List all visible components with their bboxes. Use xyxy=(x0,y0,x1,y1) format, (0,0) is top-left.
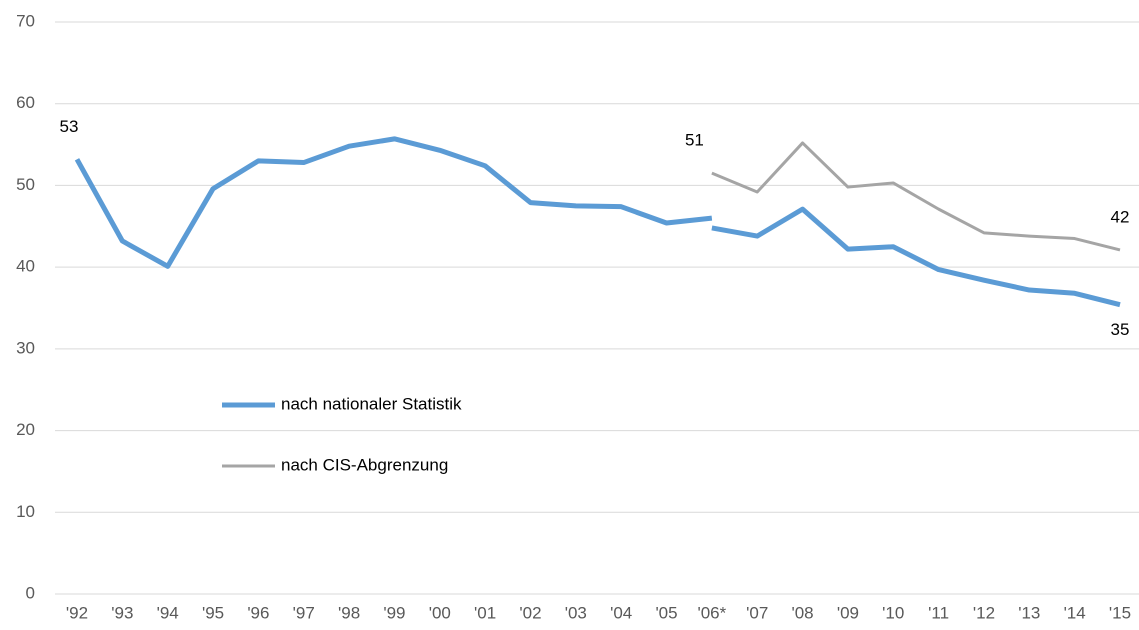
x-tick-label: '02 xyxy=(519,603,541,622)
y-tick-label: 20 xyxy=(16,420,35,439)
value-label: 35 xyxy=(1111,320,1130,339)
series-line xyxy=(74,136,713,269)
x-tick-label: '15 xyxy=(1109,603,1131,622)
x-tick-label: '11 xyxy=(928,603,949,622)
x-tick-label: '99 xyxy=(383,603,405,622)
x-tick-label: '05 xyxy=(655,603,677,622)
y-tick-label: 0 xyxy=(26,583,35,602)
x-tick-label: '94 xyxy=(157,603,179,622)
legend-label: nach CIS-Abgrenzung xyxy=(281,455,448,474)
y-tick-label: 30 xyxy=(16,338,35,357)
y-tick-label: 10 xyxy=(16,502,35,521)
x-tick-label: '07 xyxy=(746,603,768,622)
y-tick-label: 70 xyxy=(16,11,35,30)
x-tick-label: '10 xyxy=(882,603,904,622)
value-label: 51 xyxy=(685,131,704,150)
y-tick-label: 40 xyxy=(16,257,35,276)
x-tick-label: '97 xyxy=(293,603,315,622)
y-tick-label: 60 xyxy=(16,93,35,112)
x-tick-label: '06* xyxy=(697,603,726,622)
x-tick-label: '01 xyxy=(474,603,496,622)
series-line xyxy=(711,141,1121,252)
x-tick-label: '92 xyxy=(66,603,88,622)
x-tick-label: '00 xyxy=(429,603,451,622)
x-tick-label: '14 xyxy=(1064,603,1086,622)
x-tick-label: '12 xyxy=(973,603,995,622)
value-label: 53 xyxy=(60,117,79,136)
x-tick-label: '03 xyxy=(565,603,587,622)
legend-label: nach nationaler Statistik xyxy=(281,394,462,413)
x-tick-label: '04 xyxy=(610,603,632,622)
series-line xyxy=(711,206,1121,308)
x-tick-label: '98 xyxy=(338,603,360,622)
value-label: 42 xyxy=(1111,207,1130,226)
x-tick-label: '08 xyxy=(791,603,813,622)
y-tick-label: 50 xyxy=(16,175,35,194)
x-tick-label: '93 xyxy=(111,603,133,622)
x-tick-label: '95 xyxy=(202,603,224,622)
x-tick-label: '09 xyxy=(837,603,859,622)
x-tick-label: '13 xyxy=(1018,603,1040,622)
x-tick-label: '96 xyxy=(247,603,269,622)
